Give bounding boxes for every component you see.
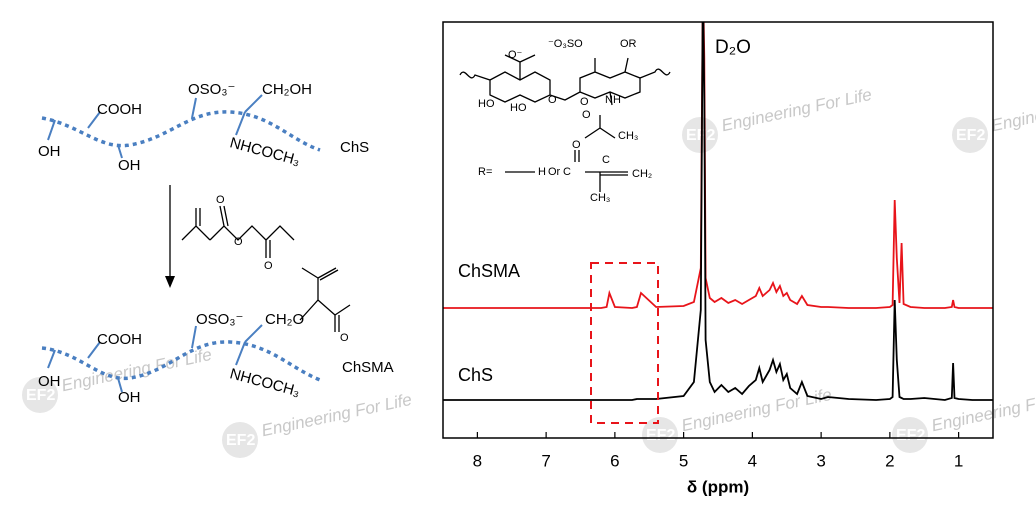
inset-label: OR xyxy=(620,38,637,50)
label: O xyxy=(340,332,349,344)
reagent xyxy=(181,205,295,258)
spectrum xyxy=(443,22,993,401)
watermark-logo-bg xyxy=(682,117,718,153)
watermark-logo-bg xyxy=(642,417,678,453)
chain xyxy=(41,340,321,382)
label: O xyxy=(216,194,225,206)
annotation: D₂O xyxy=(715,37,751,58)
inset-label: R= xyxy=(478,166,492,178)
label: COOH xyxy=(97,331,142,348)
x-tick-label: 8 xyxy=(473,451,482,470)
structure xyxy=(459,54,671,139)
inset-label: O⁻ xyxy=(508,49,523,61)
label: O xyxy=(234,236,243,248)
inset-label: O xyxy=(580,96,589,108)
series-label: ChSMA xyxy=(458,261,520,281)
structure-r xyxy=(505,150,628,192)
plot-frame xyxy=(442,21,994,439)
label: CH₂OH xyxy=(262,81,312,98)
watermark-logo-bg xyxy=(22,377,58,413)
inset-label: CH₂ xyxy=(632,168,652,180)
label: OH xyxy=(38,373,61,390)
label: OSO₃⁻ xyxy=(196,311,243,328)
inset-label: H xyxy=(538,166,546,178)
watermark-logo: EF2 xyxy=(646,427,675,444)
inset-label: CH₃ xyxy=(618,130,638,142)
x-tick-label: 3 xyxy=(816,451,825,470)
inset-label: O xyxy=(572,139,581,151)
chart: 8 7 6 5 4 3 2 1 δ (ppm) ChSMA ChS xyxy=(443,22,993,496)
label: COOH xyxy=(97,101,142,118)
inset-label: CH₃ xyxy=(590,192,610,204)
inset-label: Or xyxy=(548,166,561,178)
inset-label: ⁻O₃SO xyxy=(548,38,583,50)
label: OH xyxy=(118,389,141,406)
watermarks: EF2 Engineering For Life EF2 Engineering Fo… xyxy=(22,85,1036,458)
x-tick-label: 1 xyxy=(954,451,963,470)
highlight-box xyxy=(590,262,659,424)
x-tick-label: 5 xyxy=(679,451,688,470)
label: O xyxy=(264,260,273,272)
inset-label: HO xyxy=(478,98,495,110)
watermark-logo-bg xyxy=(222,422,258,458)
spectrum xyxy=(443,22,993,309)
label: ChSMA xyxy=(342,359,394,376)
watermark-logo: EF2 xyxy=(226,432,255,449)
label: CH₂O xyxy=(265,311,304,328)
inset-label: HO xyxy=(510,102,527,114)
watermark: Engineering For Life xyxy=(680,385,834,435)
arrow-head xyxy=(165,276,175,288)
x-tick-label: 6 xyxy=(610,451,619,470)
bonds xyxy=(47,94,263,159)
inset-label: O xyxy=(582,109,591,121)
bonds xyxy=(47,324,263,393)
chain xyxy=(41,110,321,152)
x-tick-label: 7 xyxy=(541,451,550,470)
label: OSO₃⁻ xyxy=(188,81,235,98)
watermark-logo: EF2 xyxy=(956,127,985,144)
inset-label: C xyxy=(602,154,610,166)
inset-label: O xyxy=(548,94,557,106)
watermark: Engineering For Life xyxy=(720,85,874,135)
watermark: Engineering For Life xyxy=(930,385,1036,435)
watermark-logo: EF2 xyxy=(26,387,55,404)
x-tick-label: 2 xyxy=(885,451,894,470)
label: OH xyxy=(38,143,61,160)
label: NHCOCH₃ xyxy=(228,134,302,169)
inset-label: C xyxy=(563,166,571,178)
label: OH xyxy=(118,157,141,174)
methacrylate xyxy=(299,267,351,332)
inset-label: NH xyxy=(605,94,621,106)
watermark-logo: EF2 xyxy=(686,127,715,144)
watermark-logo-bg xyxy=(952,117,988,153)
label: NHCOCH₃ xyxy=(228,365,302,400)
label: ChS xyxy=(340,139,369,156)
watermark-logo: EF2 xyxy=(896,427,925,444)
inset-labels: O⁻ ⁻O₃SO OR O HO HO O NH O CH₃ R= H Or O C C CH₂ CH₃ xyxy=(478,38,652,204)
x-tick-label: 4 xyxy=(748,451,757,470)
x-axis-label: δ (ppm) xyxy=(687,477,749,496)
series-label: ChS xyxy=(458,365,493,385)
watermark: Engineering For Life xyxy=(260,390,414,440)
watermark-logo-bg xyxy=(892,417,928,453)
watermark: Engineering For Life xyxy=(990,85,1036,135)
